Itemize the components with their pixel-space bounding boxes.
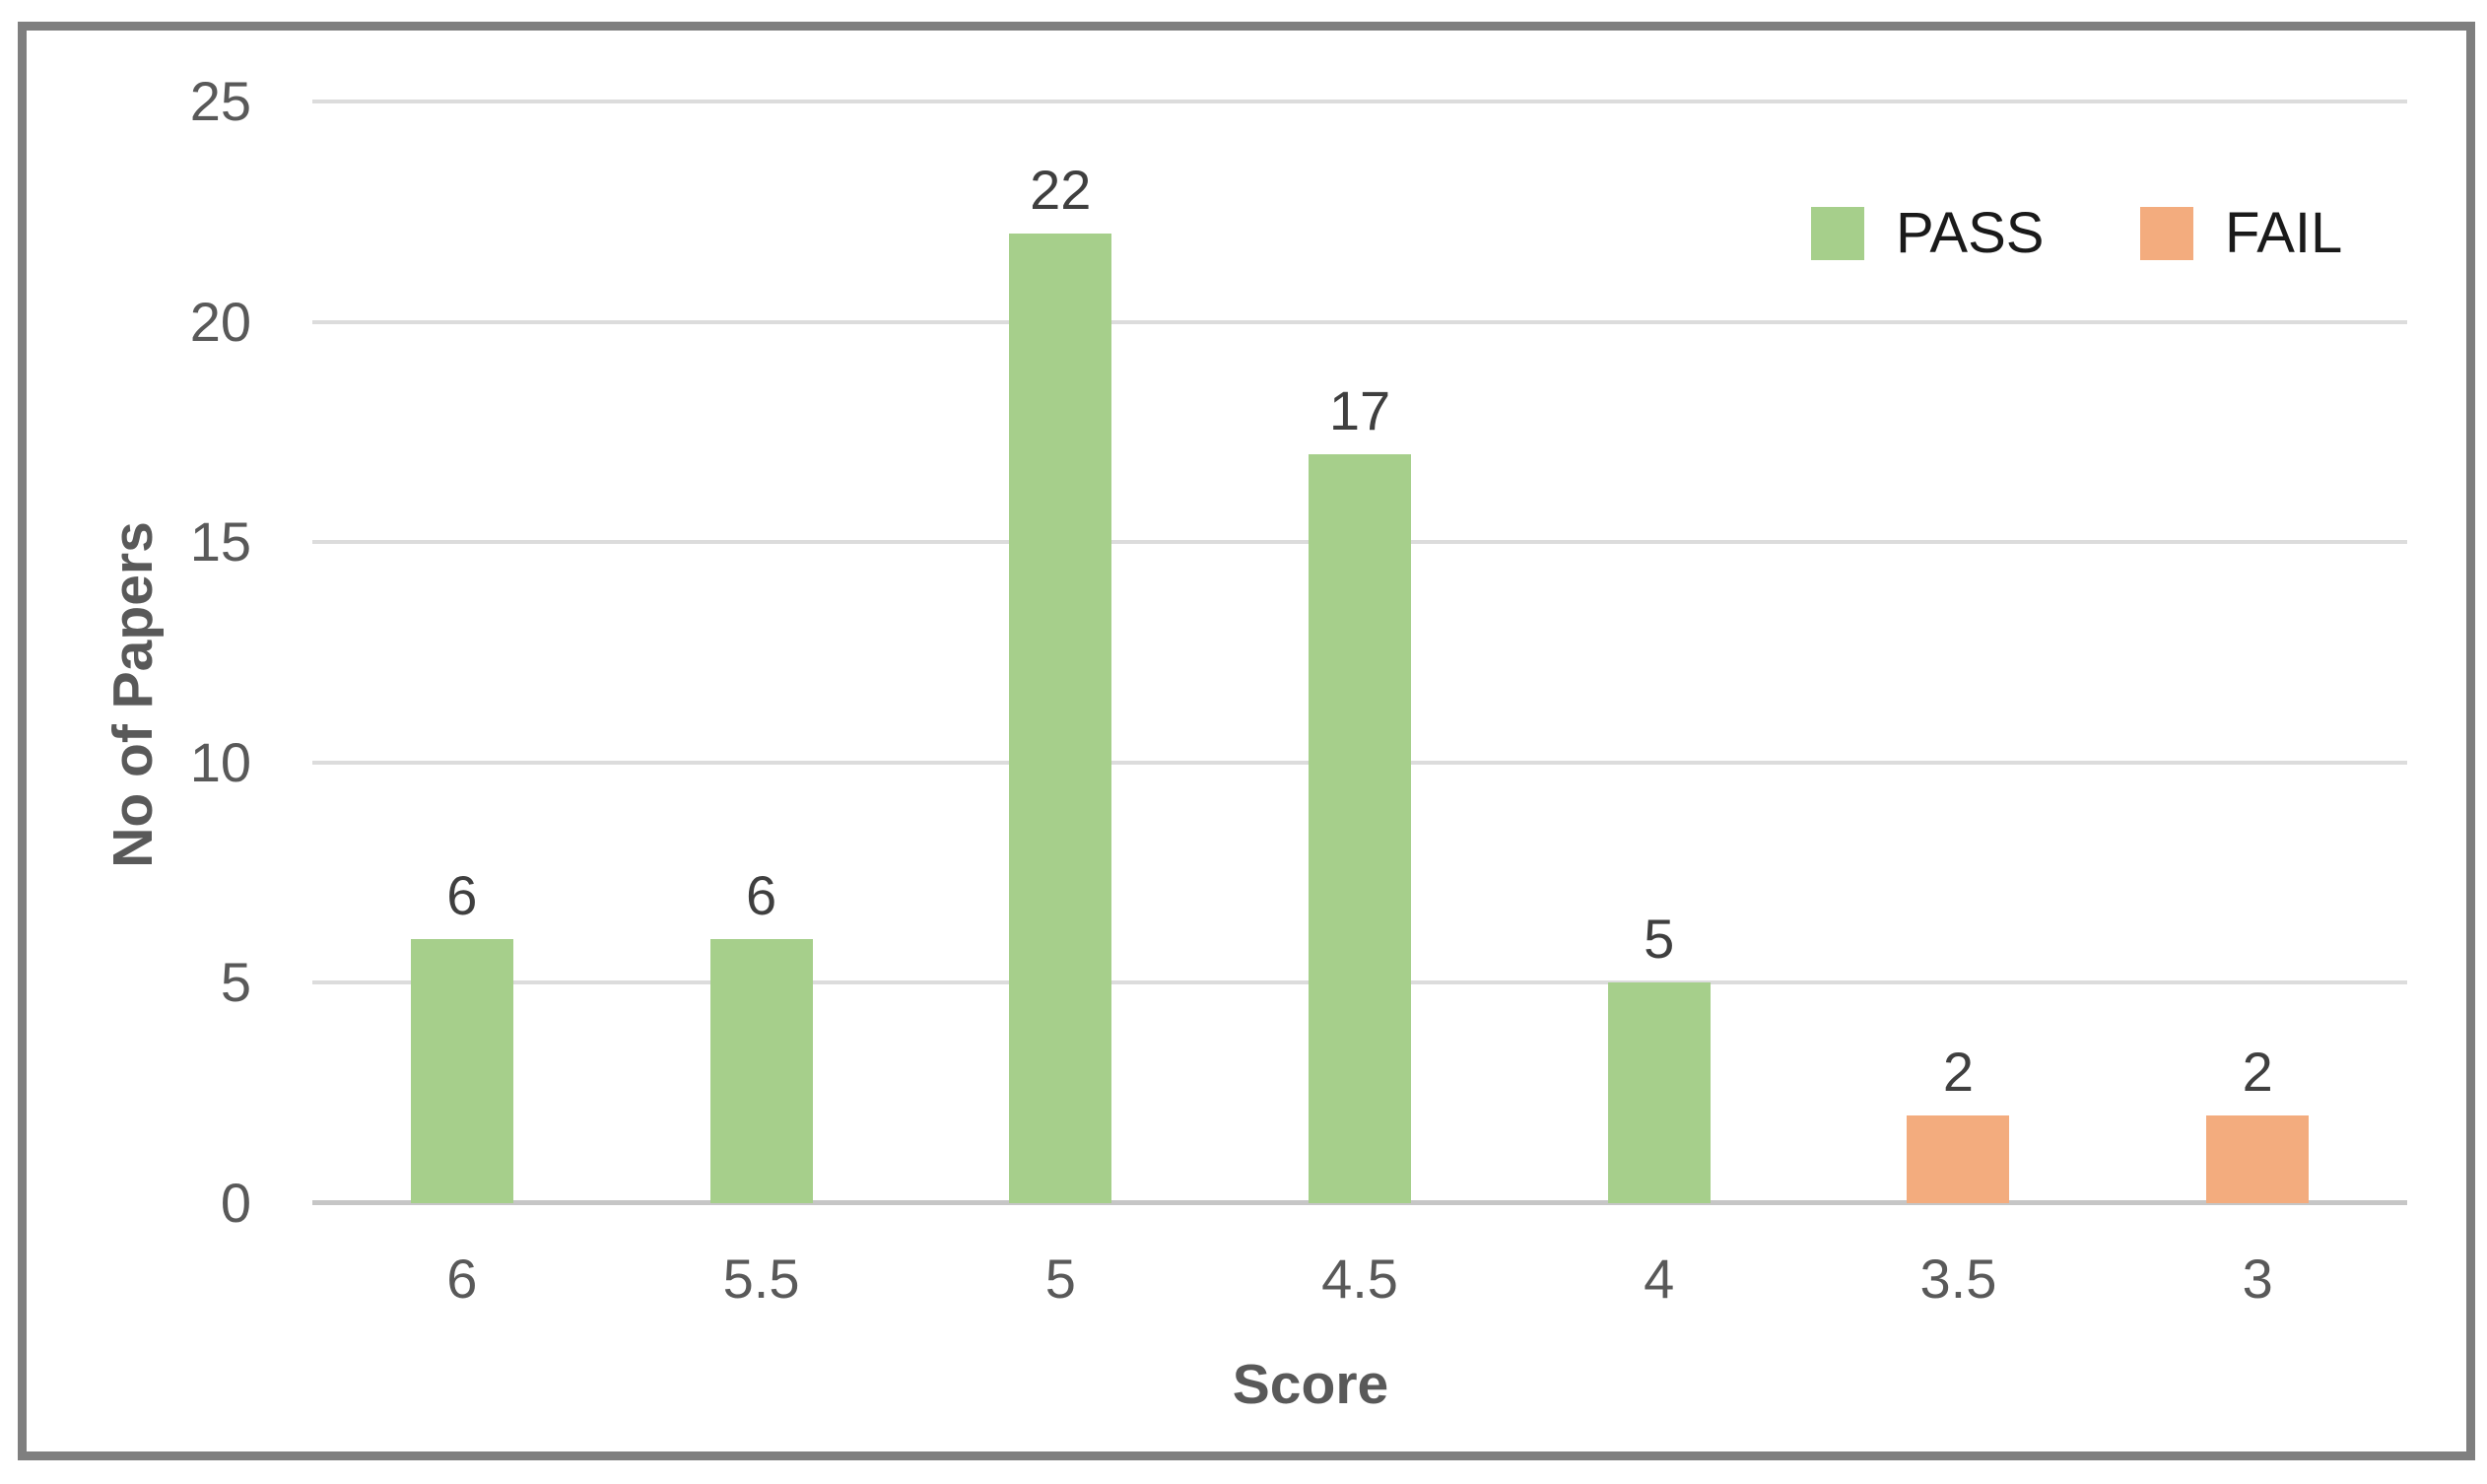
x-tick-label-6: 6: [446, 1248, 478, 1310]
bar-value-label-3.5: 2: [1942, 1040, 1974, 1103]
legend-swatch-fail: [2140, 207, 2193, 260]
y-tick-label-15: 15: [189, 510, 251, 573]
y-tick-label-20: 20: [189, 290, 251, 353]
bar-pass-score-4: [1607, 982, 1711, 1203]
bar-pass-score-6: [410, 938, 513, 1203]
bar-value-label-4: 5: [1644, 908, 1675, 971]
legend-label-pass: PASS: [1896, 201, 2045, 265]
y-tick-label-10: 10: [189, 730, 251, 793]
x-tick-label-3: 3: [2242, 1248, 2273, 1310]
x-tick-label-5: 5: [1044, 1248, 1076, 1310]
legend-item-pass: PASS: [1811, 204, 2044, 263]
bar-fail-score-3: [2206, 1114, 2310, 1203]
y-tick-label-0: 0: [220, 1172, 251, 1234]
plot-area: [312, 100, 2407, 1205]
bar-value-label-5: 22: [1030, 159, 1092, 222]
gridline-25: [312, 100, 2407, 103]
legend-item-fail: FAIL: [2140, 204, 2342, 263]
x-tick-label-4: 4: [1644, 1248, 1675, 1310]
legend-label-fail: FAIL: [2225, 201, 2343, 265]
y-axis-title: No of Papers: [101, 521, 165, 868]
x-tick-label-4.5: 4.5: [1321, 1248, 1398, 1310]
bar-value-label-4.5: 17: [1328, 378, 1391, 441]
x-axis-title: Score: [1232, 1353, 1389, 1416]
y-tick-label-25: 25: [189, 70, 251, 132]
chart-frame-border: [18, 22, 2475, 1460]
bar-fail-score-3.5: [1907, 1114, 2010, 1203]
y-tick-label-5: 5: [220, 951, 251, 1014]
gridline-20: [312, 319, 2407, 324]
x-tick-label-3.5: 3.5: [1919, 1248, 1997, 1310]
bar-value-label-6: 6: [446, 863, 478, 926]
legend-swatch-pass: [1811, 207, 1864, 260]
bar-pass-score-4.5: [1309, 453, 1411, 1203]
bar-pass-score-5.5: [709, 938, 813, 1203]
bar-value-label-3: 2: [2242, 1040, 2273, 1103]
bar-pass-score-5: [1009, 234, 1112, 1203]
bar-value-label-5.5: 6: [745, 863, 777, 926]
x-tick-label-5.5: 5.5: [722, 1248, 800, 1310]
